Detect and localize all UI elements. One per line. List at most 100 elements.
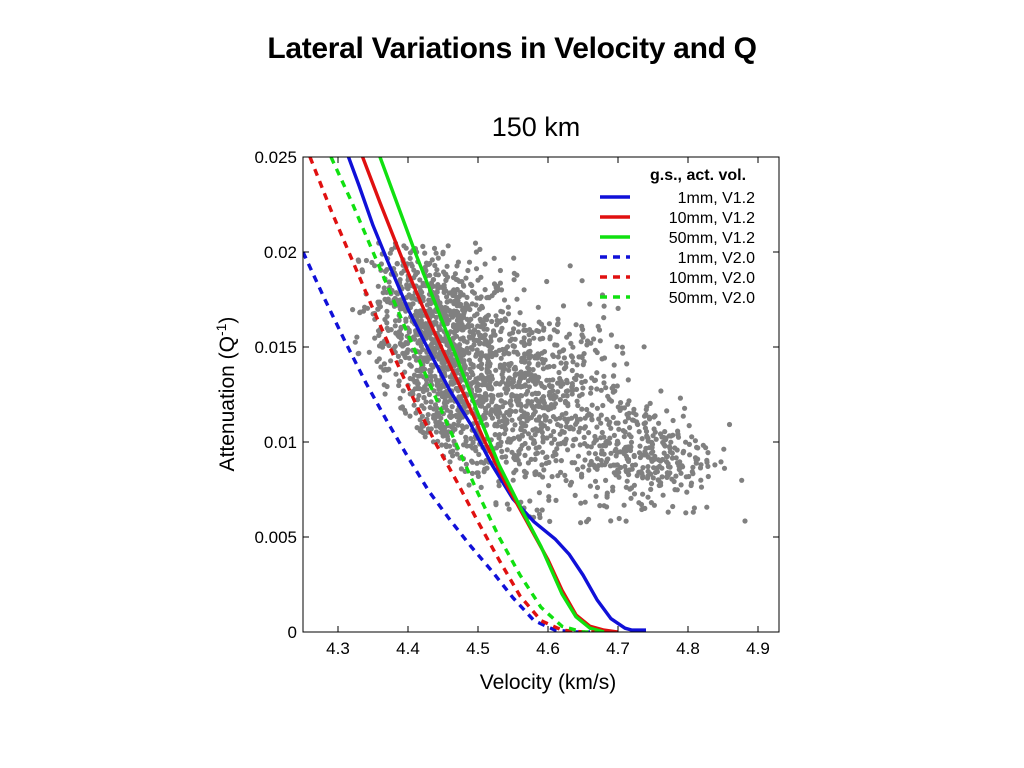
scatter-point xyxy=(482,287,488,293)
scatter-point xyxy=(698,484,705,490)
scatter-point xyxy=(505,311,512,317)
scatter-point xyxy=(491,281,498,287)
scatter-point xyxy=(396,317,402,323)
scatter-point xyxy=(554,329,561,335)
scatter-point xyxy=(581,425,588,431)
y-tick-label: 0 xyxy=(288,623,297,642)
scatter-point xyxy=(601,373,607,379)
scatter-point xyxy=(555,354,561,360)
scatter-point xyxy=(413,272,419,278)
scatter-point xyxy=(464,345,470,351)
chart-title: 150 km xyxy=(491,112,581,142)
scatter-point xyxy=(448,409,454,415)
scatter-point xyxy=(604,492,610,498)
scatter-point xyxy=(593,493,599,499)
x-axis-title: Velocity (km/s) xyxy=(480,671,617,694)
scatter-point xyxy=(441,289,447,295)
scatter-point xyxy=(704,457,710,463)
scatter-point xyxy=(375,283,381,289)
scatter-point xyxy=(482,466,488,472)
scatter-point xyxy=(480,321,486,327)
scatter-point xyxy=(411,267,417,273)
scatter-point xyxy=(686,423,692,429)
scatter-point xyxy=(611,362,617,368)
scatter-point xyxy=(640,465,646,471)
scatter-point xyxy=(651,426,657,432)
scatter-point xyxy=(620,350,626,356)
scatter-point xyxy=(396,378,402,384)
scatter-point xyxy=(540,394,547,400)
scatter-point xyxy=(421,405,427,411)
scatter-point xyxy=(575,402,581,409)
scatter-point xyxy=(458,301,464,308)
scatter-point xyxy=(499,379,505,385)
scatter-point xyxy=(497,443,503,449)
scatter-point xyxy=(504,447,510,453)
scatter-point xyxy=(558,423,564,429)
scatter-point xyxy=(416,308,423,314)
scatter-point xyxy=(613,420,619,426)
scatter-point xyxy=(663,459,670,465)
scatter-point xyxy=(475,323,481,329)
scatter-point xyxy=(569,354,576,360)
scatter-point xyxy=(598,412,604,418)
scatter-point xyxy=(571,375,578,381)
scatter-point xyxy=(516,448,522,454)
scatter-point xyxy=(649,444,655,451)
scatter-point xyxy=(483,393,489,399)
scatter-point xyxy=(645,468,651,474)
scatter-point xyxy=(563,364,569,370)
scatter-point xyxy=(427,404,433,411)
scatter-point xyxy=(539,350,545,356)
scatter-point xyxy=(414,314,421,320)
scatter-point xyxy=(643,428,650,435)
scatter-point xyxy=(420,386,426,392)
scatter-point xyxy=(664,408,670,414)
scatter-point xyxy=(514,272,520,278)
scatter-point xyxy=(563,410,569,416)
scatter-point xyxy=(510,343,516,349)
scatter-point xyxy=(521,327,527,333)
scatter-point xyxy=(611,432,618,438)
y-axis-title-close: ) xyxy=(216,317,239,324)
scatter-point xyxy=(601,303,607,309)
scatter-point xyxy=(493,313,499,319)
scatter-point xyxy=(460,359,466,365)
scatter-point xyxy=(496,435,502,441)
scatter-point xyxy=(451,438,457,444)
scatter-point xyxy=(355,351,361,357)
scatter-point xyxy=(418,288,424,294)
scatter-point xyxy=(510,427,516,433)
scatter-point xyxy=(466,375,473,381)
scatter-point xyxy=(501,431,508,437)
scatter-point xyxy=(496,483,502,489)
scatter-point xyxy=(598,451,605,457)
scatter-point xyxy=(498,318,504,324)
scatter-point xyxy=(551,436,558,442)
scatter-point xyxy=(598,387,604,393)
scatter-point xyxy=(415,385,421,392)
scatter-point xyxy=(574,362,580,368)
scatter-point xyxy=(392,323,398,329)
scatter-point xyxy=(637,454,644,461)
scatter-point xyxy=(461,314,467,320)
scatter-point xyxy=(463,434,469,440)
scatter-point xyxy=(458,429,464,435)
scatter-point xyxy=(540,397,547,404)
scatter-point xyxy=(398,324,404,330)
scatter-point xyxy=(624,411,630,417)
scatter-point xyxy=(536,414,543,420)
scatter-point xyxy=(354,334,360,340)
scatter-point xyxy=(481,412,487,418)
scatter-point xyxy=(546,483,552,489)
scatter-point xyxy=(498,287,505,293)
scatter-point xyxy=(576,393,583,399)
scatter-point xyxy=(527,498,533,504)
scatter-point xyxy=(579,332,585,338)
scatter-point xyxy=(673,455,679,461)
scatter-point xyxy=(575,466,581,472)
scatter-point xyxy=(422,434,428,440)
scatter-point xyxy=(432,373,438,379)
scatter-point xyxy=(553,451,559,457)
scatter-point xyxy=(656,420,662,426)
